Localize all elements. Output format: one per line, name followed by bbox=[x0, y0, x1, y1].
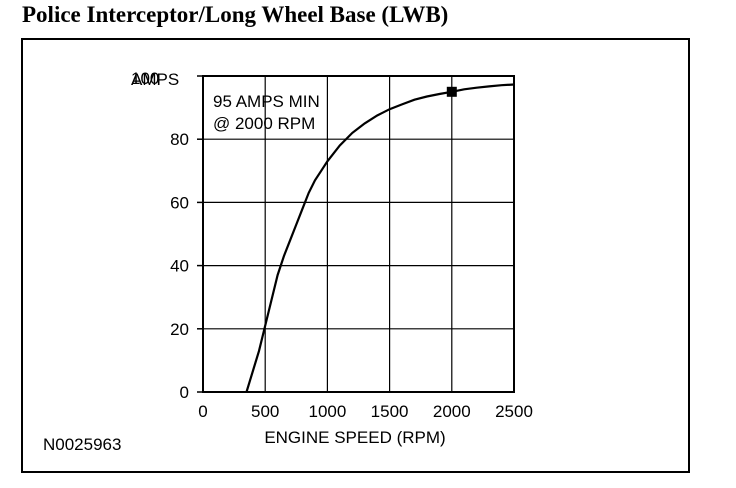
y-tick-label: 60 bbox=[170, 193, 189, 212]
x-tick-label: 0 bbox=[198, 402, 207, 421]
y-tick-label: 20 bbox=[170, 320, 189, 339]
x-tick-label: 1500 bbox=[371, 402, 409, 421]
spec-point-marker bbox=[446, 86, 457, 97]
annotation-line-1: 95 AMPS MIN bbox=[213, 92, 320, 111]
y-tick-label: 40 bbox=[170, 257, 189, 276]
output-curve bbox=[245, 83, 515, 393]
x-tick-label: 2500 bbox=[495, 402, 533, 421]
x-axis-ticks: 0 500 1000 1500 2000 2500 bbox=[198, 402, 533, 421]
annotation-line-2: @ 2000 RPM bbox=[213, 114, 315, 133]
grid bbox=[203, 76, 514, 392]
y-tick-label: 80 bbox=[170, 130, 189, 149]
figure-frame bbox=[21, 38, 690, 473]
page-title: Police Interceptor/Long Wheel Base (LWB) bbox=[22, 2, 449, 27]
y-tick-label: 0 bbox=[180, 383, 189, 402]
y-axis-ticks: 0 20 40 60 80 100 bbox=[131, 69, 203, 402]
figure-reference-code: N0025963 bbox=[43, 435, 121, 454]
x-tick-label: 500 bbox=[251, 402, 279, 421]
x-tick-label: 1000 bbox=[308, 402, 346, 421]
x-axis-label: ENGINE SPEED (RPM) bbox=[264, 428, 445, 447]
y-axis-label: AMPS bbox=[131, 70, 179, 89]
x-tick-label: 2000 bbox=[433, 402, 471, 421]
y-tick-label: 100 bbox=[131, 69, 159, 88]
plot-border bbox=[202, 75, 515, 393]
